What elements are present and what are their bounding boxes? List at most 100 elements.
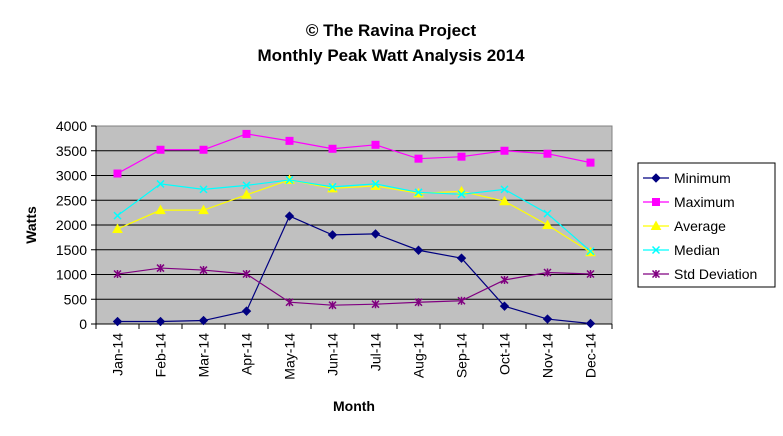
- legend-item-median: Median: [643, 242, 720, 258]
- data-point-minimum: [456, 253, 467, 263]
- legend-label: Minimum: [674, 170, 731, 186]
- legend-label: Std Deviation: [674, 266, 757, 282]
- data-point-minimum: [542, 314, 553, 324]
- y-tick-label: 1000: [56, 267, 87, 283]
- data-point-minimum: [198, 315, 209, 326]
- legend-item-average: Average: [643, 218, 726, 234]
- data-point-minimum: [327, 230, 338, 240]
- data-point-minimum: [112, 316, 123, 327]
- legend-marker: [651, 269, 661, 279]
- data-point-average: [112, 223, 123, 233]
- y-tick-label: 3500: [56, 143, 87, 159]
- series-line-maximum: [117, 133, 591, 175]
- data-point-maximum: [242, 129, 251, 138]
- data-point-minimum: [413, 245, 424, 255]
- legend-label: Maximum: [674, 194, 735, 210]
- series-median: [113, 175, 595, 256]
- data-point-median: [328, 182, 337, 191]
- data-point-std-deviation: [156, 264, 165, 273]
- data-point-minimum: [585, 318, 596, 329]
- data-point-std-deviation: [371, 300, 380, 309]
- data-point-median: [113, 211, 122, 220]
- x-tick-label: Dec-14: [583, 333, 599, 378]
- series-std-deviation: [113, 264, 595, 310]
- data-point-maximum: [285, 136, 294, 145]
- legend-label: Average: [674, 218, 726, 234]
- legend-item-minimum: Minimum: [643, 170, 731, 186]
- x-axis-ticks: Jan-14 Feb-14 Mar-14 Apr-14 May-14 Jun-14 Jul-…: [95, 324, 613, 380]
- x-tick-label: Mar-14: [196, 333, 212, 378]
- data-point-std-deviation: [543, 268, 552, 277]
- data-point-average: [155, 204, 166, 215]
- data-point-std-deviation: [586, 269, 595, 279]
- data-point-std-deviation: [457, 296, 466, 305]
- legend-marker: [650, 220, 662, 230]
- legend-marker: [651, 245, 661, 255]
- y-tick-label: 3000: [56, 168, 87, 184]
- data-point-minimum: [155, 316, 166, 327]
- data-point-std-deviation: [328, 301, 337, 310]
- legend-item-std-deviation: Std Deviation: [643, 266, 757, 282]
- data-point-median: [457, 190, 466, 199]
- data-point-maximum: [113, 169, 122, 178]
- y-tick-label: 4000: [56, 118, 87, 134]
- series-line-minimum: [117, 215, 591, 325]
- y-tick-label: 2000: [56, 217, 87, 233]
- data-point-median: [242, 181, 251, 190]
- data-point-median: [414, 188, 423, 197]
- series-line-std-deviation: [117, 267, 591, 306]
- x-tick-label: Jul-14: [368, 333, 384, 371]
- y-tick-label: 1500: [56, 242, 87, 258]
- data-point-average: [198, 204, 209, 215]
- data-point-std-deviation: [113, 269, 122, 279]
- data-point-maximum: [457, 152, 466, 161]
- x-tick-label: Sep-14: [454, 333, 470, 378]
- data-point-minimum: [370, 229, 381, 239]
- data-point-maximum: [199, 145, 208, 154]
- data-point-minimum: [499, 301, 510, 311]
- data-point-maximum: [586, 158, 595, 167]
- data-point-median: [156, 179, 165, 188]
- x-tick-label: Jun-14: [325, 333, 341, 376]
- data-point-minimum: [284, 211, 295, 221]
- data-point-average: [499, 195, 510, 206]
- legend-items: Minimum Maximum Average Median Std Deviation: [643, 170, 757, 282]
- data-point-median: [586, 247, 595, 256]
- data-point-minimum: [241, 306, 252, 316]
- legend-item-maximum: Maximum: [643, 194, 735, 210]
- data-point-std-deviation: [242, 269, 251, 279]
- chart-title: © The Ravina Project: [306, 21, 477, 40]
- data-point-std-deviation: [199, 266, 208, 275]
- series-line-average: [117, 179, 591, 253]
- y-axis-title: Watts: [23, 206, 39, 244]
- series-line-median: [117, 179, 591, 252]
- series-minimum: [112, 211, 596, 329]
- x-tick-label: May-14: [282, 333, 298, 380]
- y-tick-label: 0: [79, 316, 87, 332]
- data-point-maximum: [371, 140, 380, 149]
- data-point-maximum: [414, 154, 423, 163]
- y-axis-ticks: 0 500 1000 1500 2000 2500 3000 3500 4000: [56, 118, 612, 332]
- data-point-maximum: [328, 144, 337, 153]
- y-tick-label: 2500: [56, 192, 87, 208]
- x-tick-label: Feb-14: [153, 333, 169, 378]
- data-point-average: [241, 189, 252, 199]
- data-point-std-deviation: [414, 298, 423, 307]
- data-point-maximum: [156, 145, 165, 154]
- legend-label: Median: [674, 242, 720, 258]
- x-tick-label: Apr-14: [239, 333, 255, 375]
- data-point-median: [371, 179, 380, 188]
- data-point-maximum: [543, 149, 552, 158]
- legend: [637, 162, 776, 288]
- y-tick-label: 500: [64, 291, 88, 307]
- data-point-maximum: [500, 146, 509, 155]
- data-point-median: [543, 209, 552, 218]
- x-tick-label: Oct-14: [497, 333, 513, 375]
- legend-marker: [651, 173, 661, 183]
- series-maximum: [113, 129, 595, 178]
- x-tick-label: Aug-14: [411, 333, 427, 378]
- data-point-std-deviation: [285, 298, 294, 307]
- gridlines: [96, 150, 612, 300]
